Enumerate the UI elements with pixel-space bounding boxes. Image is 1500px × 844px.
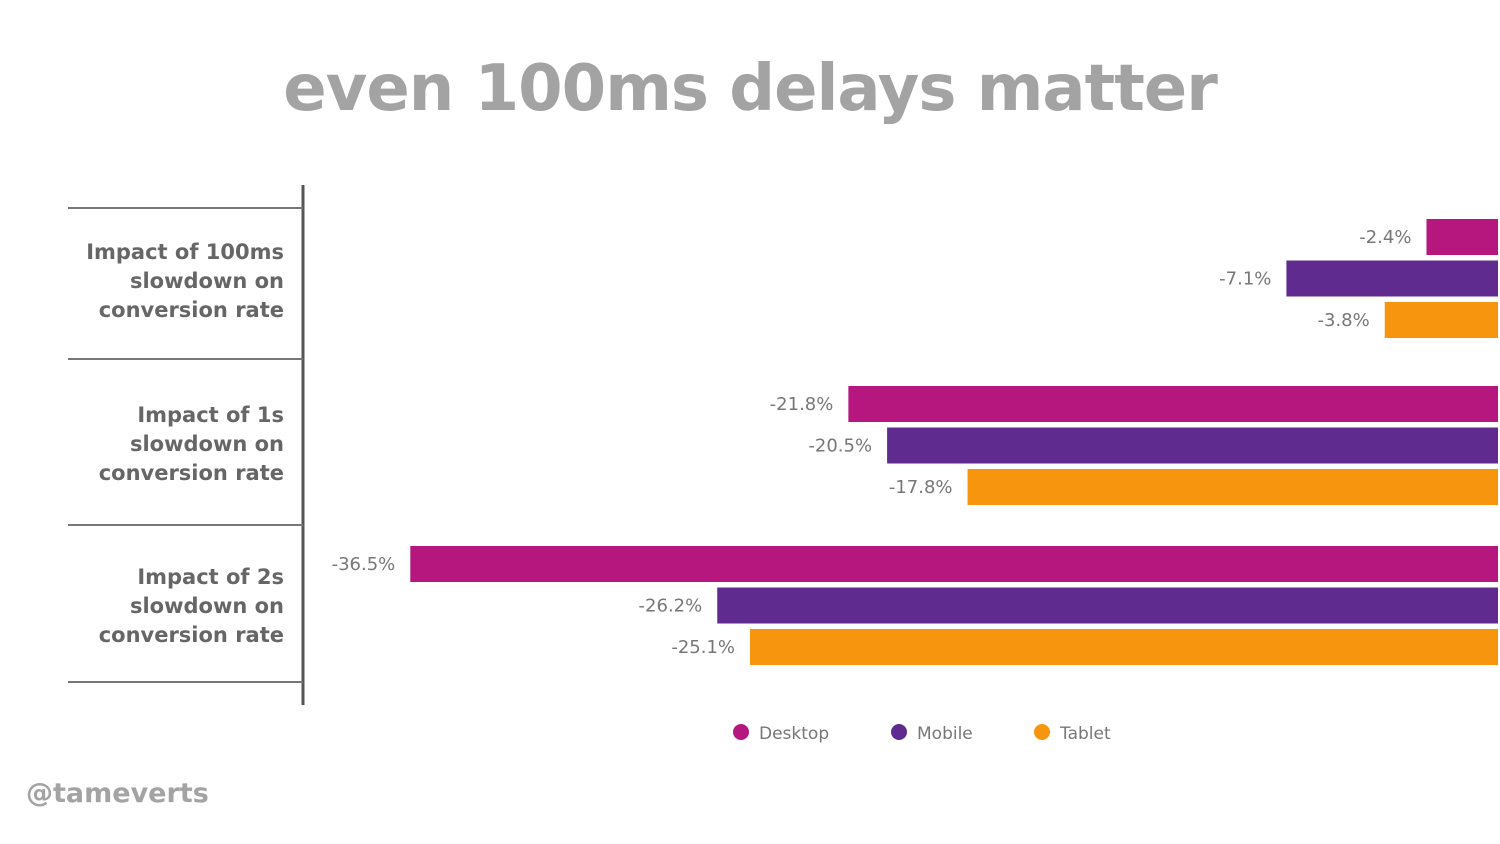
data-label: -3.8% [1318, 310, 1370, 331]
category-label: slowdown on [130, 269, 284, 293]
legend-label: Mobile [917, 724, 973, 744]
data-label: -17.8% [889, 477, 953, 498]
category-label: conversion rate [99, 623, 284, 647]
legend-label: Desktop [759, 724, 829, 744]
bar-mobile [1286, 260, 1498, 297]
bar-desktop [1426, 219, 1498, 255]
bar-desktop [410, 546, 1498, 582]
legend-marker-mobile [891, 724, 907, 740]
data-label: -20.5% [808, 436, 872, 457]
bar-tablet [1384, 302, 1498, 338]
bar-desktop [848, 386, 1498, 422]
category-label: slowdown on [130, 432, 284, 456]
bar-tablet [750, 629, 1498, 665]
category-label: conversion rate [99, 461, 284, 485]
category-label: Impact of 1s [137, 403, 284, 427]
slide-title: even 100ms delays matter [283, 52, 1218, 126]
legend-marker-tablet [1034, 724, 1050, 740]
data-label: -26.2% [639, 596, 703, 617]
data-label: -2.4% [1359, 227, 1411, 248]
bar-mobile [717, 587, 1498, 624]
bar-mobile [887, 427, 1498, 464]
category-label: slowdown on [130, 594, 284, 618]
category-label: Impact of 2s [137, 565, 284, 589]
data-label: -36.5% [332, 554, 396, 575]
data-label: -25.1% [671, 637, 735, 658]
data-label: -21.8% [770, 394, 834, 415]
data-label: -7.1% [1219, 269, 1271, 290]
legend-label: Tablet [1059, 724, 1111, 744]
category-label: Impact of 100ms [86, 240, 284, 264]
legend-marker-desktop [733, 724, 749, 740]
category-label: conversion rate [99, 298, 284, 322]
twitter-handle: @tameverts [26, 778, 209, 809]
bar-tablet [967, 469, 1498, 505]
